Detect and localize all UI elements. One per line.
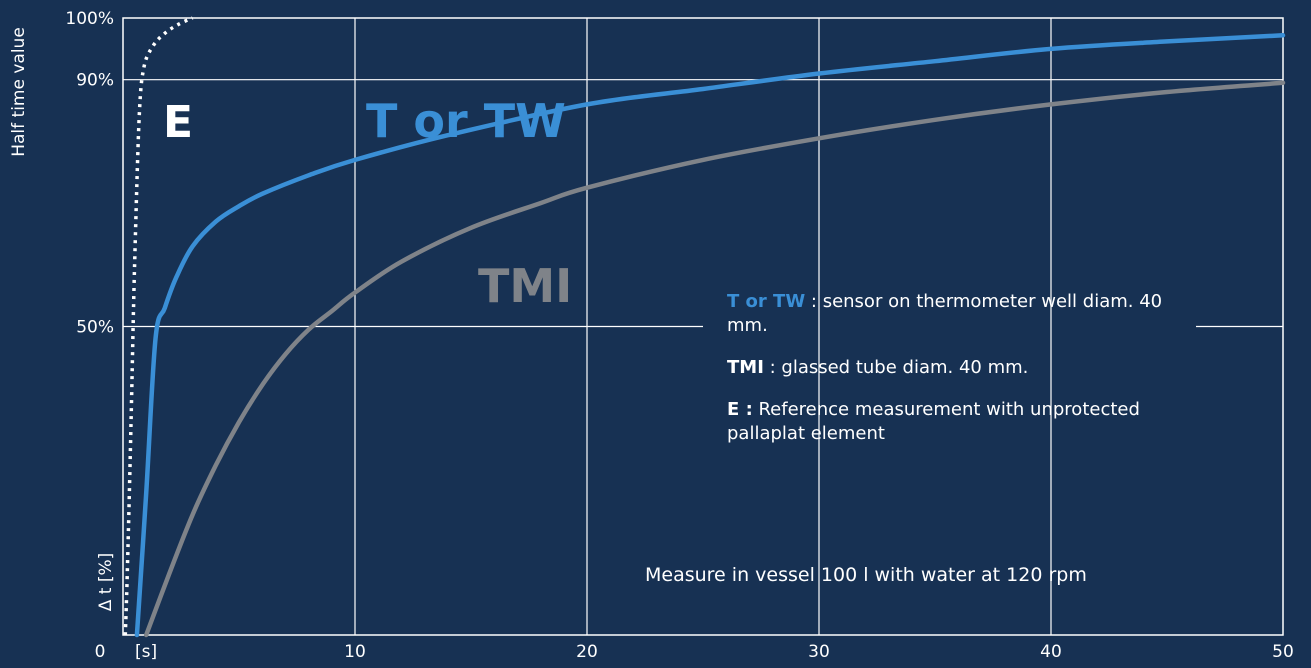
y-axis-unit-label: Δ t [%]: [96, 553, 116, 612]
axis-ticks: 0 10 20 30 40 50 50% 90% 100%: [65, 9, 1293, 662]
legend-tmi-desc: : glassed tube diam. 40 mm.: [763, 357, 1029, 378]
x-tick-label: 30: [808, 642, 830, 662]
legend-e-desc: Reference measurement with unprotected p…: [727, 399, 1140, 444]
series-t-or-tw-line: [134, 33, 1286, 638]
legend-tmi-name: TMI: [727, 357, 764, 378]
legend-tmi: TMI : glassed tube diam. 40 mm.: [727, 356, 1167, 380]
measurement-note: Measure in vessel 100 l with water at 12…: [645, 564, 1087, 586]
series-tmi-line: [143, 80, 1286, 638]
y-axis-title: Half time value: [9, 27, 29, 157]
legend-t-or-tw-name: T or TW: [727, 291, 806, 312]
x-tick-label: 40: [1040, 642, 1062, 662]
legend-description-box: T or TW : sensor on thermometer well dia…: [727, 290, 1167, 464]
y-tick-label: 50%: [76, 318, 114, 338]
series-label-tmi: TMI: [478, 259, 572, 313]
x-tick-label: 50: [1272, 642, 1294, 662]
legend-e: E : Reference measurement with unprotect…: [727, 398, 1167, 446]
series-lines: [123, 16, 1286, 638]
x-axis-unit-label: [s]: [135, 642, 157, 662]
y-tick-label: 100%: [65, 9, 114, 29]
series-label-t-or-tw: T or TW: [366, 94, 566, 148]
series-e-line: [123, 16, 194, 636]
y-tick-label: 90%: [76, 71, 114, 91]
legend-e-name: E :: [727, 399, 753, 420]
legend-t-or-tw: T or TW : sensor on thermometer well dia…: [727, 290, 1167, 338]
series-label-e: E: [163, 97, 193, 148]
grid-lines: [122, 17, 1284, 636]
x-tick-label: 20: [576, 642, 598, 662]
legend-t-or-tw-desc: : sensor on thermometer well diam. 40 mm…: [727, 291, 1163, 336]
x-tick-label: 10: [344, 642, 366, 662]
x-tick-label: 0: [95, 642, 106, 662]
